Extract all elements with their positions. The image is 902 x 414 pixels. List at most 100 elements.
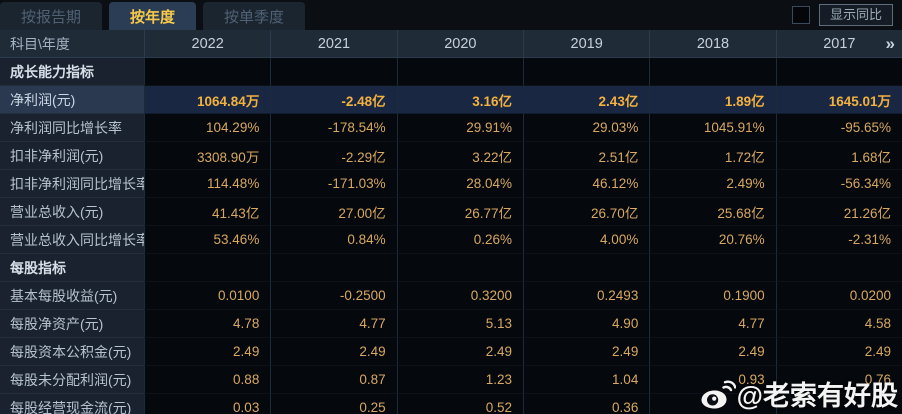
value-cell: 4.90 xyxy=(523,310,650,338)
value-cell: 0.84% xyxy=(270,226,397,254)
corner-label: 科目\年度 xyxy=(0,30,144,58)
value-cell xyxy=(523,58,650,86)
table-row: 扣非净利润同比增长率 114.48% -171.03% 28.04% 46.12% 2.4… xyxy=(0,170,902,198)
row-label: 每股净资产(元) xyxy=(0,310,144,338)
value-cell: 0.93 xyxy=(649,366,776,394)
value-cell: 1045.91% xyxy=(649,114,776,142)
row-label: 营业总收入(元) xyxy=(0,198,144,226)
value-cell: -95.65% xyxy=(775,114,902,142)
value-cell xyxy=(396,58,523,86)
value-cell: 0.25 xyxy=(270,394,397,414)
value-cell: 29.03% xyxy=(523,114,650,142)
tab-1[interactable]: 按年度 xyxy=(109,2,197,30)
row-label: 成长能力指标 xyxy=(0,58,144,86)
row-label: 扣非净利润同比增长率 xyxy=(0,170,144,198)
value-cell: 1645.01万 xyxy=(775,86,902,114)
yoy-controls: 显示同比 xyxy=(791,4,893,26)
value-cell: 1.72亿 xyxy=(649,142,776,170)
value-cell xyxy=(144,58,271,86)
value-cell: 2.49 xyxy=(270,338,397,366)
value-cell: 2.49 xyxy=(775,338,902,366)
year-header: 2018 xyxy=(649,30,776,58)
row-label: 每股未分配利润(元) xyxy=(0,366,144,394)
value-cell: 0.36 xyxy=(523,394,650,414)
value-cell: 21.26亿 xyxy=(775,198,902,226)
tab-0[interactable]: 按报告期 xyxy=(0,2,103,30)
table-row: 净利润同比增长率 104.29% -178.54% 29.91% 29.03% 1045.… xyxy=(0,114,902,142)
value-cell: 3308.90万 xyxy=(144,142,271,170)
value-cell: 26.77亿 xyxy=(396,198,523,226)
value-cell: 25.68亿 xyxy=(649,198,776,226)
table-row: 基本每股收益(元) 0.0100 -0.2500 0.3200 0.2493 0.1900… xyxy=(0,282,902,310)
row-label: 基本每股收益(元) xyxy=(0,282,144,310)
year-header: 2022 xyxy=(144,30,271,58)
table-row: 营业总收入同比增长率 53.46% 0.84% 0.26% 4.00% 20.76% -2.… xyxy=(0,226,902,254)
value-cell: 26.70亿 xyxy=(523,198,650,226)
tab-bar: 按报告期 按年度 按单季度 显示同比 xyxy=(0,0,902,30)
value-cell: 1.89亿 xyxy=(649,86,776,114)
value-cell: 2.43亿 xyxy=(523,86,650,114)
value-cell xyxy=(649,254,776,282)
value-cell: 4.58 xyxy=(775,310,902,338)
value-cell: 2.49 xyxy=(396,338,523,366)
value-cell: 53.46% xyxy=(144,226,271,254)
value-cell: 3.22亿 xyxy=(396,142,523,170)
value-cell: 0.26% xyxy=(396,226,523,254)
value-cell: -2.31% xyxy=(775,226,902,254)
table-header-row: 科目\年度 2022 2021 2020 2019 2018 2017» xyxy=(0,30,902,58)
row-label: 每股指标 xyxy=(0,254,144,282)
value-cell: 1.23 xyxy=(396,366,523,394)
value-cell: -171.03% xyxy=(270,170,397,198)
value-cell: -2.29亿 xyxy=(270,142,397,170)
value-cell: 2.49 xyxy=(523,338,650,366)
value-cell xyxy=(396,254,523,282)
row-label: 扣非净利润(元) xyxy=(0,142,144,170)
value-cell: 20.76% xyxy=(649,226,776,254)
value-cell: 0.0100 xyxy=(144,282,271,310)
value-cell: 0.0200 xyxy=(775,282,902,310)
value-cell: 0.76 xyxy=(775,366,902,394)
value-cell: 27.00亿 xyxy=(270,198,397,226)
value-cell xyxy=(775,254,902,282)
value-cell: 5.13 xyxy=(396,310,523,338)
value-cell: 29.91% xyxy=(396,114,523,142)
row-label: 净利润(元) xyxy=(0,86,144,114)
value-cell: 2.51亿 xyxy=(523,142,650,170)
value-cell: 3.16亿 xyxy=(396,86,523,114)
value-cell: 0.03 xyxy=(144,394,271,414)
row-label: 净利润同比增长率 xyxy=(0,114,144,142)
value-cell: 1.68亿 xyxy=(775,142,902,170)
value-cell: 2.49 xyxy=(649,338,776,366)
table-row: 净利润(元) 1064.84万 -2.48亿 3.16亿 2.43亿 1.89亿 1645.… xyxy=(0,86,902,114)
value-cell: 28.04% xyxy=(396,170,523,198)
table-row: 每股净资产(元) 4.78 4.77 5.13 4.90 4.77 4.58 xyxy=(0,310,902,338)
year-header: 2017» xyxy=(775,30,902,58)
value-cell: -178.54% xyxy=(270,114,397,142)
row-label: 营业总收入同比增长率 xyxy=(0,226,144,254)
value-cell: 1.04 xyxy=(523,366,650,394)
table-row: 扣非净利润(元) 3308.90万 -2.29亿 3.22亿 2.51亿 1.72亿 1.6… xyxy=(0,142,902,170)
value-cell: 104.29% xyxy=(144,114,271,142)
value-cell xyxy=(523,254,650,282)
value-cell xyxy=(270,254,397,282)
more-years-icon[interactable]: » xyxy=(885,33,895,53)
year-header: 2021 xyxy=(270,30,397,58)
value-cell: 46.12% xyxy=(523,170,650,198)
table-row: 每股未分配利润(元) 0.88 0.87 1.23 1.04 0.93 0.76 xyxy=(0,366,902,394)
value-cell xyxy=(775,58,902,86)
value-cell xyxy=(775,394,902,414)
show-yoy-checkbox[interactable] xyxy=(791,6,810,24)
tab-2[interactable]: 按单季度 xyxy=(203,2,306,30)
value-cell: 2.49% xyxy=(649,170,776,198)
value-cell: 0.3200 xyxy=(396,282,523,310)
year-header: 2020 xyxy=(396,30,523,58)
value-cell: -56.34% xyxy=(775,170,902,198)
show-yoy-label[interactable]: 显示同比 xyxy=(818,4,893,26)
value-cell: 4.78 xyxy=(144,310,271,338)
value-cell: 4.00% xyxy=(523,226,650,254)
value-cell: 0.87 xyxy=(270,366,397,394)
table-row: 每股经营现金流(元) 0.03 0.25 0.52 0.36 xyxy=(0,394,902,414)
table-row: 营业总收入(元) 41.43亿 27.00亿 26.77亿 26.70亿 25.68亿 21… xyxy=(0,198,902,226)
value-cell: 4.77 xyxy=(649,310,776,338)
